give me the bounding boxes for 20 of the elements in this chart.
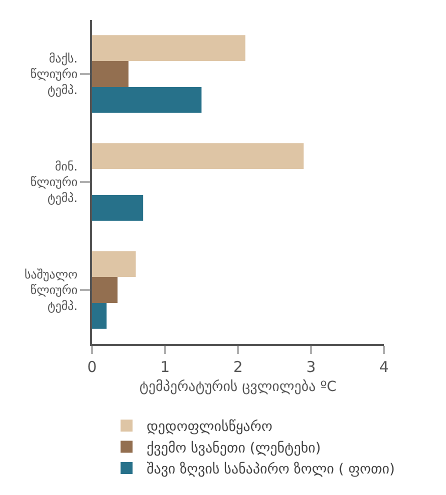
legend-label: დედოფლისწყარო xyxy=(146,419,272,436)
bar xyxy=(92,143,304,170)
legend-label: ქვემო სვანეთი (ლენტეხი) xyxy=(146,440,321,456)
y-tick-label: მინ. წლიური ტემპ. xyxy=(30,160,78,205)
x-tick-label: 0 xyxy=(87,358,97,376)
x-tick-label: 3 xyxy=(306,358,316,376)
x-tick-label: 1 xyxy=(160,358,170,376)
bar xyxy=(92,277,118,303)
x-tick-label: 2 xyxy=(233,358,243,376)
bar xyxy=(92,86,202,113)
bar xyxy=(92,35,246,62)
bar xyxy=(92,194,144,221)
y-tick-label: მაქს. წლიური ტემპ. xyxy=(30,52,78,97)
bar xyxy=(92,61,128,87)
y-tick-label: საშუალო წლიური ტემპ. xyxy=(24,268,78,313)
x-tick-label: 4 xyxy=(379,358,389,376)
legend-label: შავი ზღვის სანაპირო ზოლი ( ფოთი) xyxy=(146,461,395,478)
bar xyxy=(92,251,136,278)
bar xyxy=(92,302,107,329)
x-axis-title: ტემპერატურის ცვლილება ºC xyxy=(139,378,337,395)
